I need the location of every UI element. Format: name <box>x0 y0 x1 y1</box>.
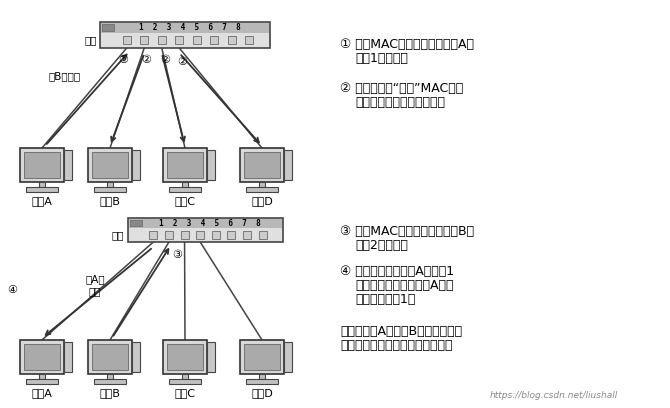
FancyBboxPatch shape <box>246 379 278 384</box>
FancyBboxPatch shape <box>227 231 235 239</box>
FancyBboxPatch shape <box>246 187 278 192</box>
FancyBboxPatch shape <box>244 344 280 370</box>
Text: 主朿C: 主朿C <box>174 388 196 398</box>
Text: 为目标的帧给所有的端口。: 为目标的帧给所有的端口。 <box>355 96 445 109</box>
Text: 只拷贝给端口1。: 只拷贝给端口1。 <box>355 293 415 306</box>
FancyBboxPatch shape <box>39 182 45 187</box>
FancyBboxPatch shape <box>107 374 113 379</box>
Text: ③: ③ <box>172 250 182 260</box>
Text: 主朿A: 主朿A <box>31 388 52 398</box>
Text: ④: ④ <box>7 285 17 295</box>
Text: https://blog.csdn.net/liushall: https://blog.csdn.net/liushall <box>490 391 618 400</box>
FancyBboxPatch shape <box>284 342 292 372</box>
FancyBboxPatch shape <box>167 344 203 370</box>
FancyBboxPatch shape <box>88 148 132 182</box>
FancyBboxPatch shape <box>243 231 251 239</box>
FancyBboxPatch shape <box>92 152 128 178</box>
FancyBboxPatch shape <box>193 36 201 44</box>
FancyBboxPatch shape <box>240 148 284 182</box>
Text: 主朿C: 主朿C <box>174 196 196 206</box>
FancyBboxPatch shape <box>182 374 188 379</box>
Text: 主朿B: 主朿B <box>100 388 121 398</box>
FancyBboxPatch shape <box>64 150 72 180</box>
FancyBboxPatch shape <box>24 152 60 178</box>
Text: ②: ② <box>159 55 170 65</box>
Text: 主朿A: 主朿A <box>31 196 52 206</box>
FancyBboxPatch shape <box>132 150 140 180</box>
Text: 1  2  3  4  5  6  7  8: 1 2 3 4 5 6 7 8 <box>159 219 261 228</box>
FancyBboxPatch shape <box>245 36 253 44</box>
FancyBboxPatch shape <box>210 36 218 44</box>
Text: 端口: 端口 <box>112 230 125 240</box>
FancyBboxPatch shape <box>127 218 283 242</box>
FancyBboxPatch shape <box>20 340 64 374</box>
Text: ①: ① <box>118 55 128 65</box>
FancyBboxPatch shape <box>20 148 64 182</box>
FancyBboxPatch shape <box>129 219 281 228</box>
FancyBboxPatch shape <box>163 148 207 182</box>
FancyBboxPatch shape <box>140 36 148 44</box>
FancyBboxPatch shape <box>94 379 126 384</box>
FancyBboxPatch shape <box>100 22 270 48</box>
Text: 端口2相连接。: 端口2相连接。 <box>355 239 408 252</box>
Text: 主朿B: 主朿B <box>100 196 121 206</box>
FancyBboxPatch shape <box>88 340 132 374</box>
Text: 向B发送帧: 向B发送帧 <box>49 71 81 81</box>
FancyBboxPatch shape <box>169 187 201 192</box>
Text: 以后，主朿A与主朿B的通信就只在: 以后，主朿A与主朿B的通信就只在 <box>340 325 462 338</box>
FancyBboxPatch shape <box>207 342 215 372</box>
FancyBboxPatch shape <box>165 231 173 239</box>
FancyBboxPatch shape <box>176 36 184 44</box>
FancyBboxPatch shape <box>167 152 203 178</box>
FancyBboxPatch shape <box>284 150 292 180</box>
FancyBboxPatch shape <box>212 231 220 239</box>
FancyBboxPatch shape <box>180 231 188 239</box>
Text: 端口: 端口 <box>84 35 97 45</box>
Text: 它们各自所连接的端口之间进行。: 它们各自所连接的端口之间进行。 <box>340 339 452 352</box>
Text: 相连接，那么发给主朿A的帧: 相连接，那么发给主朿A的帧 <box>355 279 454 292</box>
FancyBboxPatch shape <box>92 344 128 370</box>
FancyBboxPatch shape <box>157 36 165 44</box>
Text: 主朿D: 主朿D <box>251 388 273 398</box>
FancyBboxPatch shape <box>259 374 265 379</box>
FancyBboxPatch shape <box>244 152 280 178</box>
FancyBboxPatch shape <box>26 379 58 384</box>
Text: ② 拷贝那些以“未知”MAC地址: ② 拷贝那些以“未知”MAC地址 <box>340 82 463 95</box>
Text: 向A发
送帧: 向A发 送帧 <box>85 274 105 296</box>
FancyBboxPatch shape <box>169 379 201 384</box>
FancyBboxPatch shape <box>259 182 265 187</box>
Text: 主朿D: 主朿D <box>251 196 273 206</box>
Text: ③ 从源MAC地址可以获知主朿B与: ③ 从源MAC地址可以获知主朿B与 <box>340 225 474 238</box>
Text: 1  2  3  4  5  6  7  8: 1 2 3 4 5 6 7 8 <box>139 23 241 32</box>
Text: ① 从源MAC地址可以获知主朿A与: ① 从源MAC地址可以获知主朿A与 <box>340 38 474 51</box>
Text: 端口1相连接。: 端口1相连接。 <box>355 52 408 65</box>
Text: ②: ② <box>178 57 187 67</box>
FancyBboxPatch shape <box>240 340 284 374</box>
FancyBboxPatch shape <box>259 231 267 239</box>
FancyBboxPatch shape <box>24 344 60 370</box>
Text: ②: ② <box>141 55 151 65</box>
FancyBboxPatch shape <box>64 342 72 372</box>
FancyBboxPatch shape <box>182 182 188 187</box>
FancyBboxPatch shape <box>207 150 215 180</box>
FancyBboxPatch shape <box>129 220 141 226</box>
FancyBboxPatch shape <box>107 182 113 187</box>
FancyBboxPatch shape <box>132 342 140 372</box>
FancyBboxPatch shape <box>39 374 45 379</box>
FancyBboxPatch shape <box>123 36 131 44</box>
Text: ④ 由于已经知道主朿A与端口1: ④ 由于已经知道主朿A与端口1 <box>340 265 454 278</box>
FancyBboxPatch shape <box>94 187 126 192</box>
FancyBboxPatch shape <box>228 36 236 44</box>
FancyBboxPatch shape <box>163 340 207 374</box>
FancyBboxPatch shape <box>26 187 58 192</box>
FancyBboxPatch shape <box>101 23 269 33</box>
FancyBboxPatch shape <box>149 231 157 239</box>
FancyBboxPatch shape <box>196 231 204 239</box>
FancyBboxPatch shape <box>102 24 114 31</box>
